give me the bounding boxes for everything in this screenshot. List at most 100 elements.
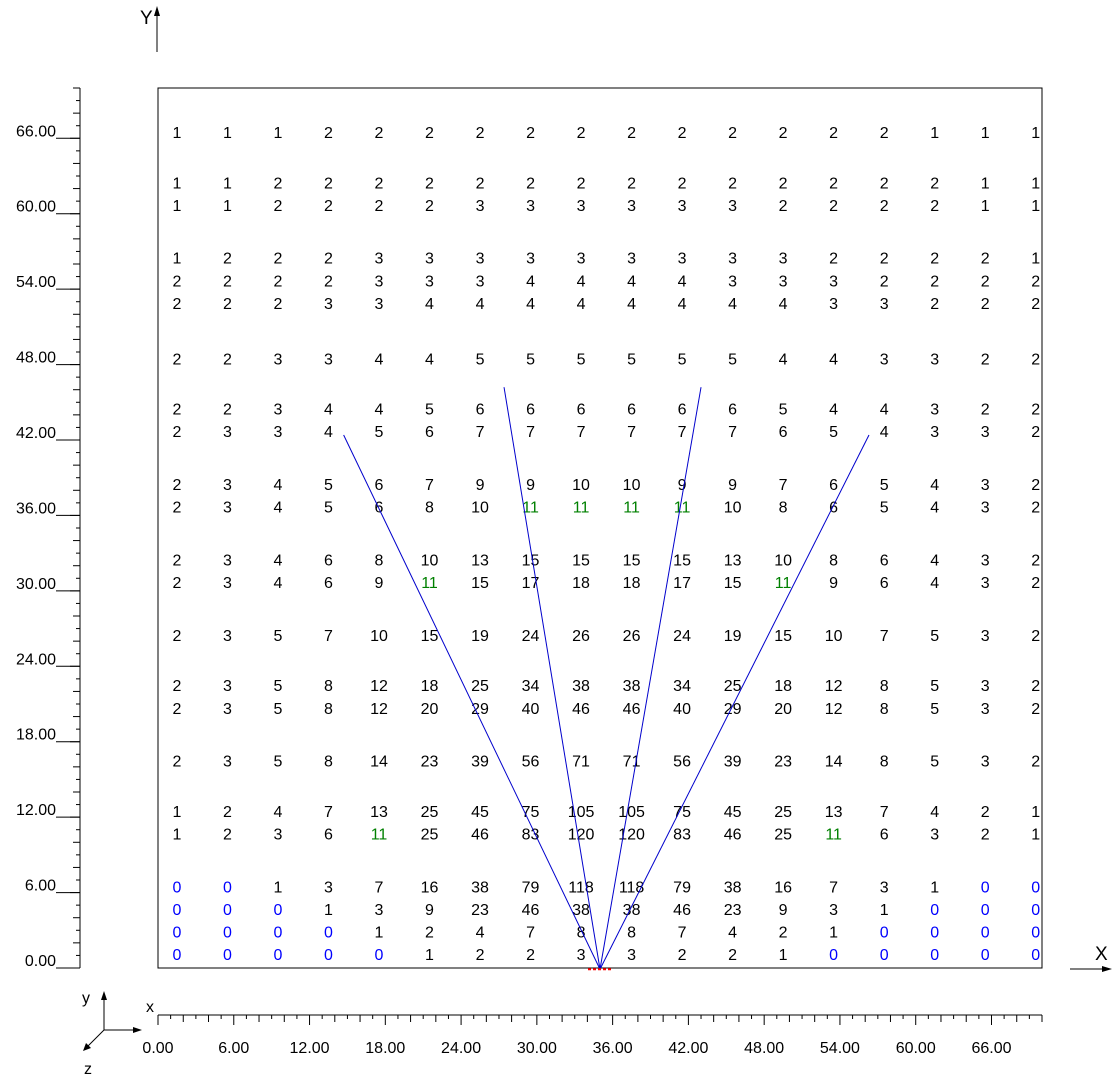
y-tick-label: 0.00 <box>25 953 56 970</box>
dose-value: 38 <box>572 902 590 919</box>
dose-value: 8 <box>779 500 788 517</box>
dose-value: 1 <box>223 125 232 142</box>
dose-value: 46 <box>471 826 489 843</box>
dose-value: 2 <box>324 251 333 268</box>
dose-value: 0 <box>930 902 939 919</box>
dose-value: 5 <box>829 424 838 441</box>
dose-value: 7 <box>324 628 333 645</box>
dose-value: 2 <box>172 424 181 441</box>
dose-value: 5 <box>274 628 283 645</box>
dose-value: 3 <box>274 424 283 441</box>
dose-value: 11 <box>775 575 792 592</box>
dose-value: 1 <box>829 925 838 942</box>
dose-value: 25 <box>724 678 742 695</box>
dose-value: 0 <box>930 925 939 942</box>
dose-value: 2 <box>223 351 232 368</box>
dose-value: 46 <box>623 701 641 718</box>
dose-value: 4 <box>274 575 283 592</box>
y-tick-label: 18.00 <box>16 727 56 744</box>
dose-value: 38 <box>471 879 489 896</box>
dose-value: 4 <box>779 296 788 313</box>
dose-value: 15 <box>673 552 691 569</box>
dose-value: 11 <box>421 575 438 592</box>
dose-value: 9 <box>425 902 434 919</box>
dose-value: 4 <box>375 402 384 419</box>
dose-value: 3 <box>375 251 384 268</box>
dose-value: 7 <box>375 879 384 896</box>
dose-value: 2 <box>829 198 838 215</box>
dose-value: 4 <box>930 500 939 517</box>
dose-value: 5 <box>577 351 586 368</box>
dose-value: 75 <box>673 804 691 821</box>
dose-value: 3 <box>476 198 485 215</box>
y-tick-label: 36.00 <box>16 500 56 517</box>
dose-value: 34 <box>673 678 691 695</box>
dose-value: 2 <box>375 198 384 215</box>
dose-value: 0 <box>172 902 181 919</box>
dose-value: 3 <box>627 251 636 268</box>
dose-value: 3 <box>223 552 232 569</box>
dose-value: 3 <box>223 575 232 592</box>
dose-value: 4 <box>930 804 939 821</box>
dose-value: 2 <box>223 402 232 419</box>
dose-value: 2 <box>223 273 232 290</box>
dose-value: 3 <box>728 273 737 290</box>
dose-value: 3 <box>324 351 333 368</box>
x-tick-label: 18.00 <box>365 1040 405 1057</box>
dose-value: 3 <box>425 251 434 268</box>
dose-value: 7 <box>678 424 687 441</box>
dose-value: 2 <box>274 296 283 313</box>
dose-value: 3 <box>728 251 737 268</box>
dose-value: 2 <box>223 296 232 313</box>
dose-value: 9 <box>728 477 737 494</box>
dose-value: 4 <box>829 402 838 419</box>
dose-value: 3 <box>880 296 889 313</box>
dose-value: 2 <box>930 198 939 215</box>
dose-value: 1 <box>1031 826 1040 843</box>
y-tick-label: 60.00 <box>16 199 56 216</box>
dose-value: 2 <box>678 125 687 142</box>
dose-value: 1 <box>1031 198 1040 215</box>
triad-y-label: y <box>82 990 90 1007</box>
x-axis-ruler: 0.00 6.00 12.00 18.00 24.00 30.00 36.00 42.00 48… <box>142 1014 1043 1057</box>
dose-value: 17 <box>522 575 540 592</box>
dose-value: 2 <box>172 678 181 695</box>
dose-value: 4 <box>930 552 939 569</box>
dose-value: 25 <box>774 826 792 843</box>
dose-value: 105 <box>568 804 595 821</box>
dose-value: 14 <box>370 754 388 771</box>
dose-value: 2 <box>728 125 737 142</box>
dose-value: 3 <box>577 198 586 215</box>
dose-value: 14 <box>825 754 843 771</box>
dose-value: 46 <box>673 902 691 919</box>
dose-value: 2 <box>425 125 434 142</box>
dose-value: 0 <box>981 925 990 942</box>
dose-value: 2 <box>172 500 181 517</box>
beam-line <box>599 387 702 970</box>
dose-value: 15 <box>572 552 590 569</box>
dose-value: 9 <box>678 477 687 494</box>
dose-value: 10 <box>623 477 641 494</box>
dose-value: 3 <box>223 424 232 441</box>
dose-value: 2 <box>981 351 990 368</box>
dose-value: 6 <box>324 552 333 569</box>
dose-value: 11 <box>825 826 842 843</box>
dose-value: 4 <box>526 273 535 290</box>
dose-value: 2 <box>1031 273 1040 290</box>
dose-value: 3 <box>779 251 788 268</box>
triad-z-label: z <box>84 1061 92 1078</box>
y-tick-label: 6.00 <box>25 878 56 895</box>
x-axis-letter: X <box>1095 944 1108 965</box>
dose-value: 3 <box>627 198 636 215</box>
dose-value: 12 <box>825 678 843 695</box>
dose-value: 25 <box>421 804 439 821</box>
dose-value: 2 <box>981 402 990 419</box>
dose-value: 2 <box>324 125 333 142</box>
dose-value: 2 <box>172 402 181 419</box>
dose-value: 6 <box>627 402 636 419</box>
dose-value: 2 <box>476 175 485 192</box>
dose-value: 6 <box>375 477 384 494</box>
dose-value: 5 <box>779 402 788 419</box>
dose-value: 2 <box>274 198 283 215</box>
dose-value: 4 <box>829 351 838 368</box>
